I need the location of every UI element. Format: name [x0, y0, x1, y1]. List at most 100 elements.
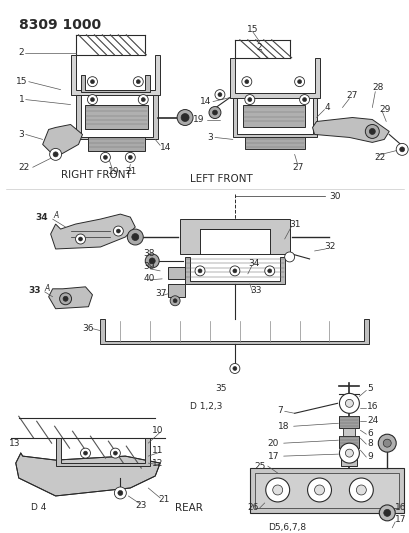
Circle shape — [80, 448, 90, 458]
Polygon shape — [312, 117, 388, 142]
Text: 21: 21 — [125, 167, 136, 176]
Text: 11: 11 — [152, 446, 163, 455]
Circle shape — [214, 90, 225, 100]
Circle shape — [229, 266, 239, 276]
Bar — [341, 458, 357, 466]
Polygon shape — [51, 214, 135, 249]
Text: 4: 4 — [324, 103, 329, 112]
Text: 16: 16 — [394, 503, 406, 512]
Circle shape — [232, 367, 236, 370]
Circle shape — [181, 114, 189, 122]
Text: 27: 27 — [346, 91, 357, 100]
Circle shape — [110, 448, 120, 458]
Circle shape — [344, 449, 353, 457]
Polygon shape — [49, 287, 92, 309]
Circle shape — [229, 364, 239, 374]
Text: 22: 22 — [373, 153, 384, 162]
Circle shape — [49, 148, 61, 160]
Text: 5: 5 — [366, 384, 372, 393]
Circle shape — [138, 95, 148, 104]
Circle shape — [395, 143, 407, 155]
Text: 18: 18 — [277, 422, 288, 431]
Text: 2: 2 — [19, 49, 24, 57]
Text: D 4: D 4 — [31, 503, 46, 512]
Polygon shape — [43, 125, 82, 157]
Text: 8: 8 — [366, 439, 372, 448]
Text: 3: 3 — [19, 130, 25, 139]
Text: 31: 31 — [289, 220, 301, 229]
Circle shape — [339, 443, 358, 463]
Circle shape — [378, 505, 394, 521]
Circle shape — [103, 155, 107, 159]
Text: 13: 13 — [9, 439, 20, 448]
Circle shape — [302, 98, 306, 102]
Circle shape — [128, 155, 132, 159]
Polygon shape — [70, 55, 160, 95]
Polygon shape — [242, 104, 304, 127]
Circle shape — [133, 77, 143, 87]
Text: RIGHT FRONT: RIGHT FRONT — [61, 170, 131, 180]
Polygon shape — [56, 438, 150, 466]
Polygon shape — [168, 284, 184, 297]
Text: 34: 34 — [36, 213, 48, 222]
Circle shape — [272, 485, 282, 495]
Circle shape — [83, 451, 87, 455]
Text: LEFT FRONT: LEFT FRONT — [190, 174, 252, 184]
Circle shape — [90, 79, 94, 84]
Text: 24: 24 — [366, 416, 378, 425]
Text: D 1,2,3: D 1,2,3 — [190, 402, 222, 411]
Text: 14: 14 — [160, 143, 171, 152]
Circle shape — [131, 233, 138, 240]
Circle shape — [149, 258, 155, 264]
Circle shape — [348, 478, 373, 502]
Text: 27: 27 — [292, 163, 303, 172]
Text: 12: 12 — [152, 458, 163, 467]
Circle shape — [145, 254, 159, 268]
Text: 38: 38 — [143, 249, 154, 259]
Text: 28: 28 — [371, 83, 383, 92]
Circle shape — [117, 490, 123, 496]
Polygon shape — [85, 104, 148, 130]
Circle shape — [53, 152, 58, 157]
Text: A: A — [45, 284, 50, 293]
Polygon shape — [184, 257, 284, 284]
Circle shape — [90, 98, 94, 102]
Text: 15: 15 — [16, 77, 27, 86]
Text: 8309 1000: 8309 1000 — [19, 18, 101, 32]
Polygon shape — [16, 453, 160, 496]
Bar — [339, 416, 358, 428]
Text: 36: 36 — [82, 324, 94, 333]
Circle shape — [59, 293, 72, 305]
Circle shape — [299, 95, 309, 104]
Text: 23: 23 — [135, 502, 146, 511]
Text: 39: 39 — [143, 262, 154, 271]
Polygon shape — [100, 319, 369, 344]
Circle shape — [113, 226, 123, 236]
Circle shape — [265, 478, 289, 502]
Text: 1: 1 — [19, 95, 25, 104]
Circle shape — [195, 266, 204, 276]
Text: 17: 17 — [267, 451, 279, 461]
Circle shape — [399, 147, 404, 152]
Text: D5,6,7,8: D5,6,7,8 — [267, 523, 305, 532]
Circle shape — [87, 77, 97, 87]
Circle shape — [75, 234, 85, 244]
Circle shape — [125, 152, 135, 163]
Circle shape — [209, 107, 220, 118]
Bar — [339, 436, 358, 448]
Circle shape — [116, 229, 120, 233]
Circle shape — [294, 77, 304, 87]
Circle shape — [264, 266, 274, 276]
Text: 37: 37 — [155, 289, 166, 298]
Text: 10: 10 — [152, 426, 163, 435]
Circle shape — [141, 98, 145, 102]
Text: 2: 2 — [256, 43, 262, 52]
Text: 33: 33 — [249, 286, 261, 295]
Circle shape — [87, 95, 97, 104]
Circle shape — [382, 439, 390, 447]
Circle shape — [212, 110, 217, 115]
Text: 26: 26 — [247, 503, 258, 512]
Circle shape — [247, 98, 251, 102]
Circle shape — [307, 478, 330, 502]
Bar — [249, 468, 403, 513]
